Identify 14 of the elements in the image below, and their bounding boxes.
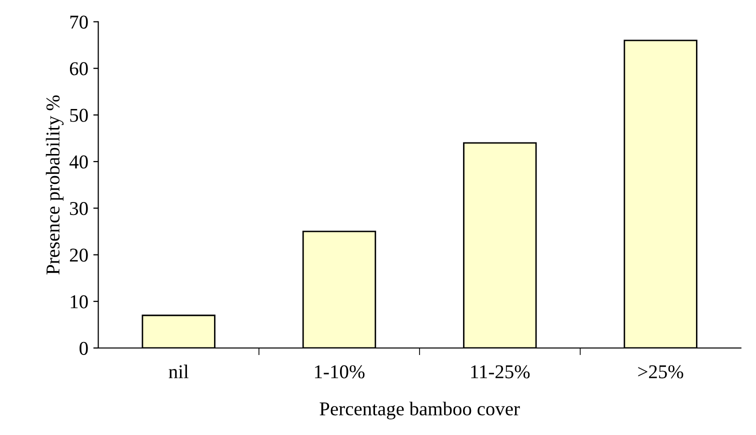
y-tick-label: 70 <box>70 16 88 29</box>
y-tick-label: 20 <box>70 248 88 262</box>
y-tick-label: 40 <box>69 155 88 169</box>
x-tick-label: 11-25% <box>471 365 530 378</box>
x-axis-title: Percentage bamboo cover <box>320 402 520 420</box>
x-tick-label: nil <box>168 364 188 378</box>
x-tick-label: 1-10% <box>315 365 365 378</box>
y-tick-label: 50 <box>70 108 88 122</box>
y-tick-label: 10 <box>70 295 88 308</box>
y-tick-label: 0 <box>80 342 88 355</box>
y-tick-label: 30 <box>70 202 88 216</box>
y-tick-label: 60 <box>70 62 88 76</box>
x-tick-label: >25% <box>638 365 684 378</box>
y-axis-title: Presence probability % <box>46 95 64 274</box>
